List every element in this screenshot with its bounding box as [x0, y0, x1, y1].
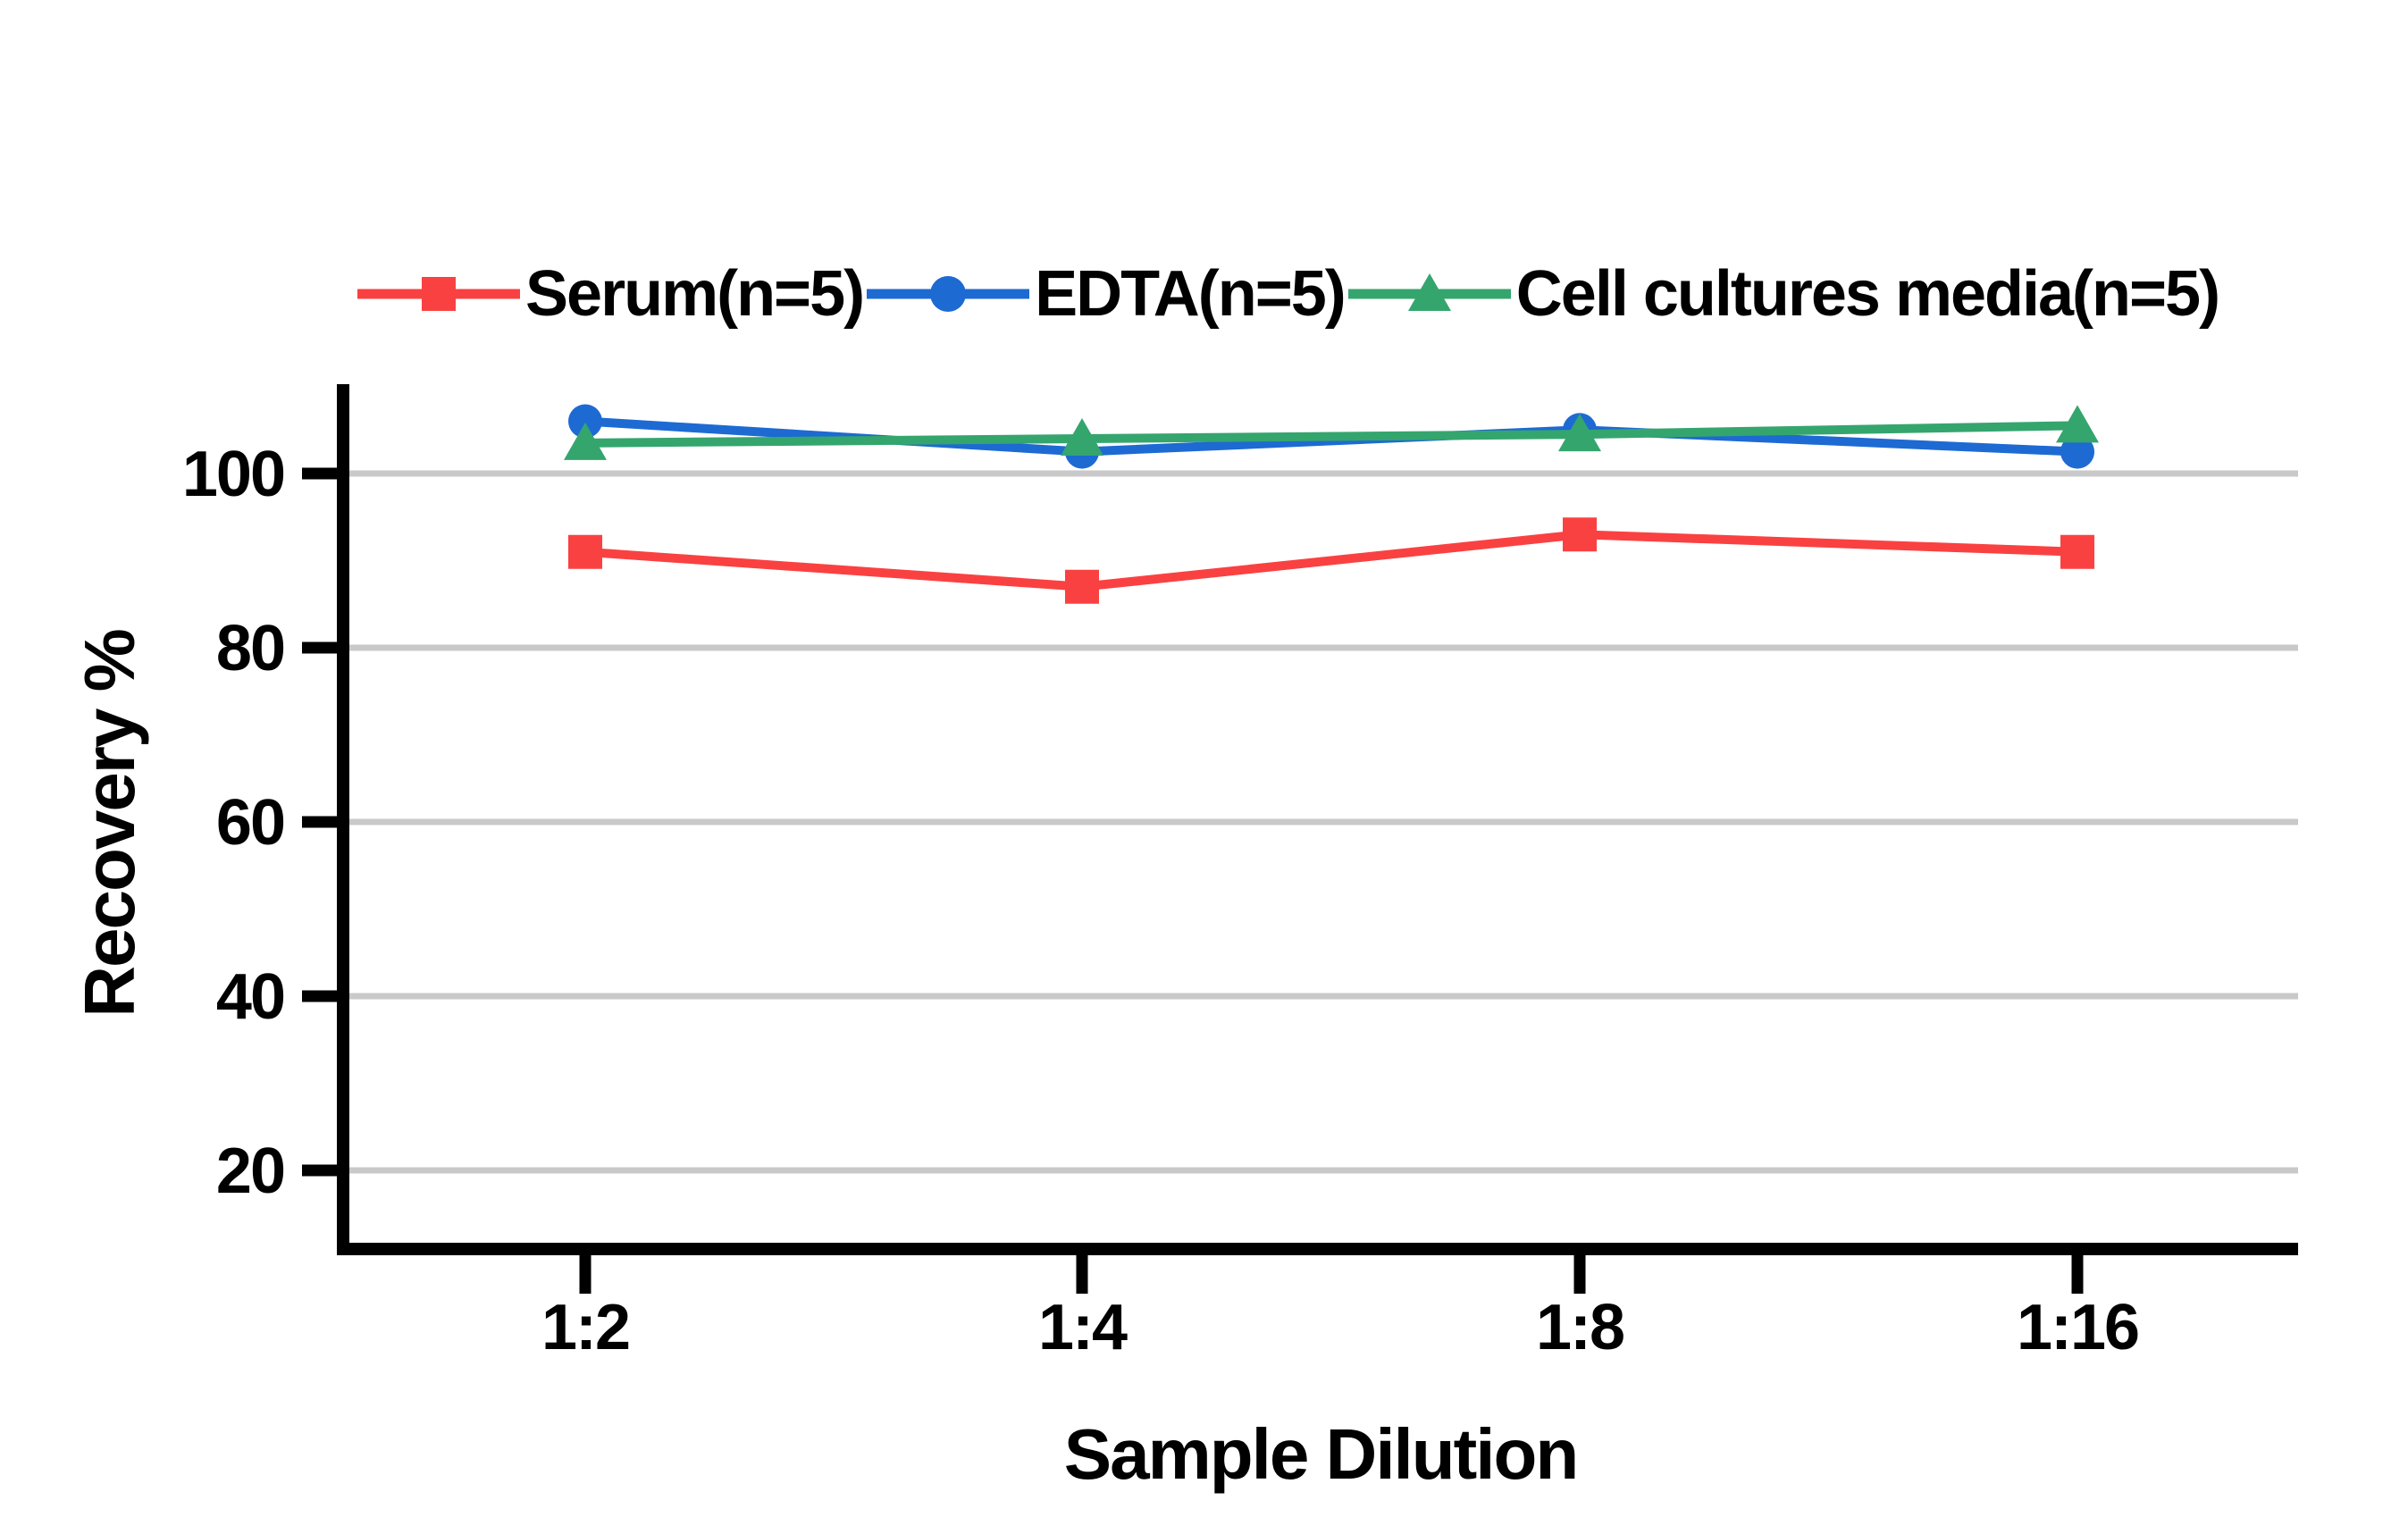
- legend-label-serum: Serum(n=5): [525, 258, 865, 330]
- x-tick-label-1:8: 1:8: [1536, 1292, 1624, 1363]
- data-point-2-1: [1061, 418, 1103, 456]
- y-tick-label-80: 80: [216, 613, 284, 684]
- legend-marker-circle-icon: [867, 276, 1030, 312]
- series-line-2: [584, 421, 2078, 448]
- data-point-0-1: [1065, 569, 1099, 604]
- legend-marker-square-icon: [357, 277, 520, 311]
- x-tick-label-1:16: 1:16: [2017, 1292, 2138, 1363]
- y-tick-label-40: 40: [216, 961, 284, 1033]
- data-point-2-2: [1558, 414, 1601, 452]
- data-point-0-0: [568, 534, 602, 569]
- legend-item-serum: Serum(n=5): [356, 257, 865, 331]
- data-point-1-3: [2060, 434, 2094, 469]
- data-point-2-3: [2056, 405, 2099, 443]
- legend-circle-glyph: [930, 276, 967, 312]
- x-tick-label-1:4: 1:4: [1038, 1292, 1128, 1363]
- legend-triangle-glyph: [1407, 273, 1451, 311]
- data-point-2-0: [564, 422, 607, 460]
- data-point-0-2: [1563, 517, 1597, 552]
- data-point-1-0: [568, 404, 602, 439]
- legend-square-glyph: [422, 277, 456, 311]
- data-point-0-3: [2060, 534, 2094, 569]
- x-axis-title: Sample Dilution: [1064, 1414, 1578, 1494]
- y-tick-label-20: 20: [216, 1136, 284, 1207]
- legend-item-edta: EDTA(n=5): [865, 257, 1347, 331]
- y-axis-title: Recovery %: [70, 629, 149, 1017]
- legend-label-cell-cultures-media: Cell cultures media(n=5): [1515, 258, 2220, 330]
- legend-item-cell-cultures-media: Cell cultures media(n=5): [1347, 257, 2220, 331]
- x-tick-label-1:2: 1:2: [541, 1292, 629, 1363]
- y-tick-label-60: 60: [216, 787, 284, 859]
- legend-label-edta: EDTA(n=5): [1035, 258, 1347, 330]
- legend-marker-triangle-icon: [1347, 273, 1511, 311]
- chart-legend: Serum(n=5) EDTA(n=5) Cell cultures media…: [356, 257, 2220, 331]
- series-line-0: [584, 530, 2078, 591]
- y-tick-label-100: 100: [182, 439, 284, 510]
